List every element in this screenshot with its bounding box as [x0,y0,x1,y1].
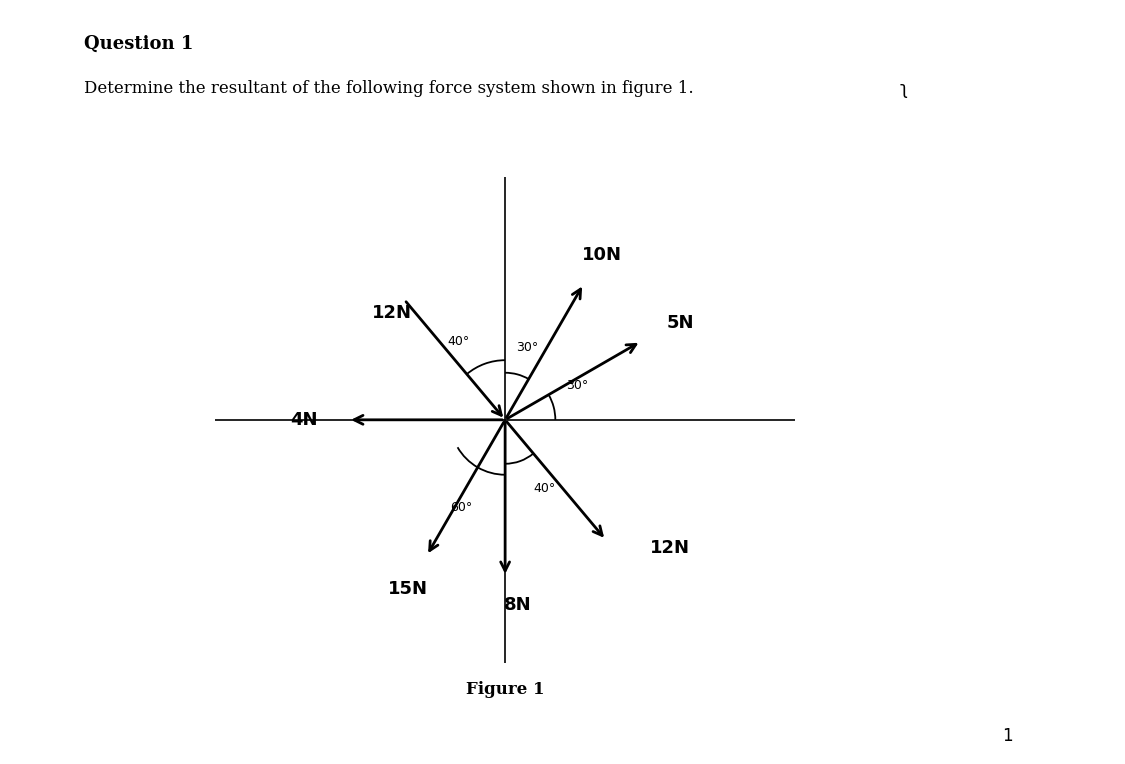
Text: ʅ: ʅ [900,80,908,99]
Text: 15N: 15N [388,581,428,598]
Text: 5N: 5N [667,313,694,332]
Text: 40°: 40° [533,482,556,495]
Text: 1: 1 [1002,727,1012,745]
Text: Determine the resultant of the following force system shown in figure 1.: Determine the resultant of the following… [84,80,694,97]
Text: Figure 1: Figure 1 [466,681,544,698]
Text: 10N: 10N [583,246,622,264]
Text: 40°: 40° [447,335,469,348]
Text: Question 1: Question 1 [84,34,194,53]
Text: 30°: 30° [516,342,538,354]
Text: 4N: 4N [290,411,318,429]
Text: 8N: 8N [504,596,531,614]
Text: 12N: 12N [372,304,412,322]
Text: 30°: 30° [566,379,588,392]
Text: 12N: 12N [650,539,690,558]
Text: 60°: 60° [450,501,472,514]
